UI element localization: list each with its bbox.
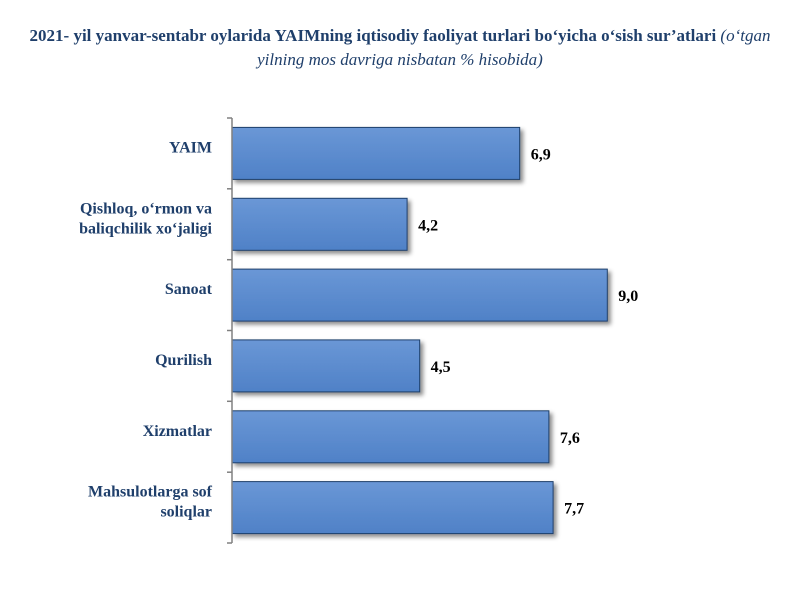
value-label-6: 7,7 [564, 501, 584, 518]
value-label-1: 6,9 [531, 146, 551, 163]
bar-4 [231, 339, 421, 393]
category-label-6-line-2: soliqlar [160, 504, 212, 521]
chart-title-main: 2021- yil yanvar-sentabr oylarida YAIMni… [29, 26, 717, 45]
value-label-5: 7,6 [560, 430, 580, 447]
bar-5 [231, 410, 550, 464]
category-label-1: YAIM [169, 139, 212, 156]
value-label-3: 9,0 [618, 288, 638, 305]
category-label-4: Qurilish [155, 352, 212, 369]
value-label-4: 4,5 [431, 359, 451, 376]
value-label-2: 4,2 [418, 217, 438, 234]
chart-title-subtitle: (o‘tgan yilning mos davriga nisbatan % h… [257, 26, 771, 69]
category-label-5: Xizmatlar [143, 423, 212, 440]
bar-3 [231, 268, 608, 322]
chart-title: 2021- yil yanvar-sentabr oylarida YAIMni… [20, 24, 780, 72]
category-label-2-line-2: baliqchilik xo‘jaligi [79, 220, 212, 237]
bar-6 [231, 481, 554, 535]
bar-1 [231, 126, 521, 180]
category-label-6-line-1: Mahsulotlarga sof [88, 484, 213, 501]
category-label-3: Sanoat [165, 281, 213, 298]
bar-2 [231, 197, 408, 251]
category-label-2-line-1: Qishloq, o‘rmon va [80, 200, 212, 217]
